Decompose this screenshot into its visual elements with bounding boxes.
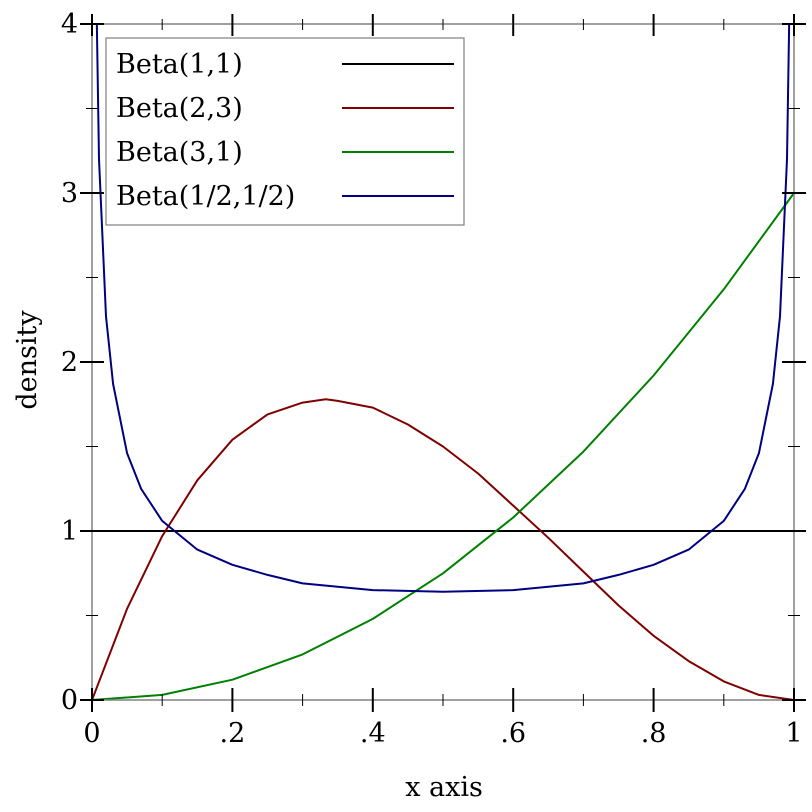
x-tick-label: 0 — [83, 718, 100, 749]
x-tick-label: .8 — [641, 718, 667, 749]
y-tick-label: 2 — [61, 347, 78, 378]
x-tick-label: .4 — [360, 718, 386, 749]
series-line-beta-1-2-1-2 — [95, 24, 791, 593]
y-tick-label: 0 — [61, 685, 78, 716]
legend-label: Beta(1/2,1/2) — [116, 181, 295, 212]
series-layer — [92, 24, 794, 700]
x-tick-label: .6 — [500, 718, 526, 749]
series-line-beta-2-3 — [92, 398, 794, 700]
legend-label: Beta(1,1) — [116, 49, 243, 80]
x-axis-label: x axis — [405, 772, 483, 803]
legend-label: Beta(3,1) — [116, 137, 243, 168]
y-tick-label: 4 — [61, 9, 78, 40]
series-line-beta-3-1 — [92, 192, 794, 700]
y-tick-label: 1 — [61, 516, 78, 547]
legend-box — [105, 37, 465, 226]
x-tick-label: .2 — [220, 718, 246, 749]
x-tick-label: 1 — [785, 718, 802, 749]
y-tick-label: 3 — [61, 178, 78, 209]
axes-layer: 0 .2 .4 .6 .8 1 0 1 2 3 4 — [61, 9, 806, 749]
legend: Beta(1,1) Beta(2,3) Beta(3,1) Beta(1/2,1/2) — [105, 37, 465, 226]
legend-label: Beta(2,3) — [116, 93, 243, 124]
y-axis-label: density — [12, 310, 43, 410]
